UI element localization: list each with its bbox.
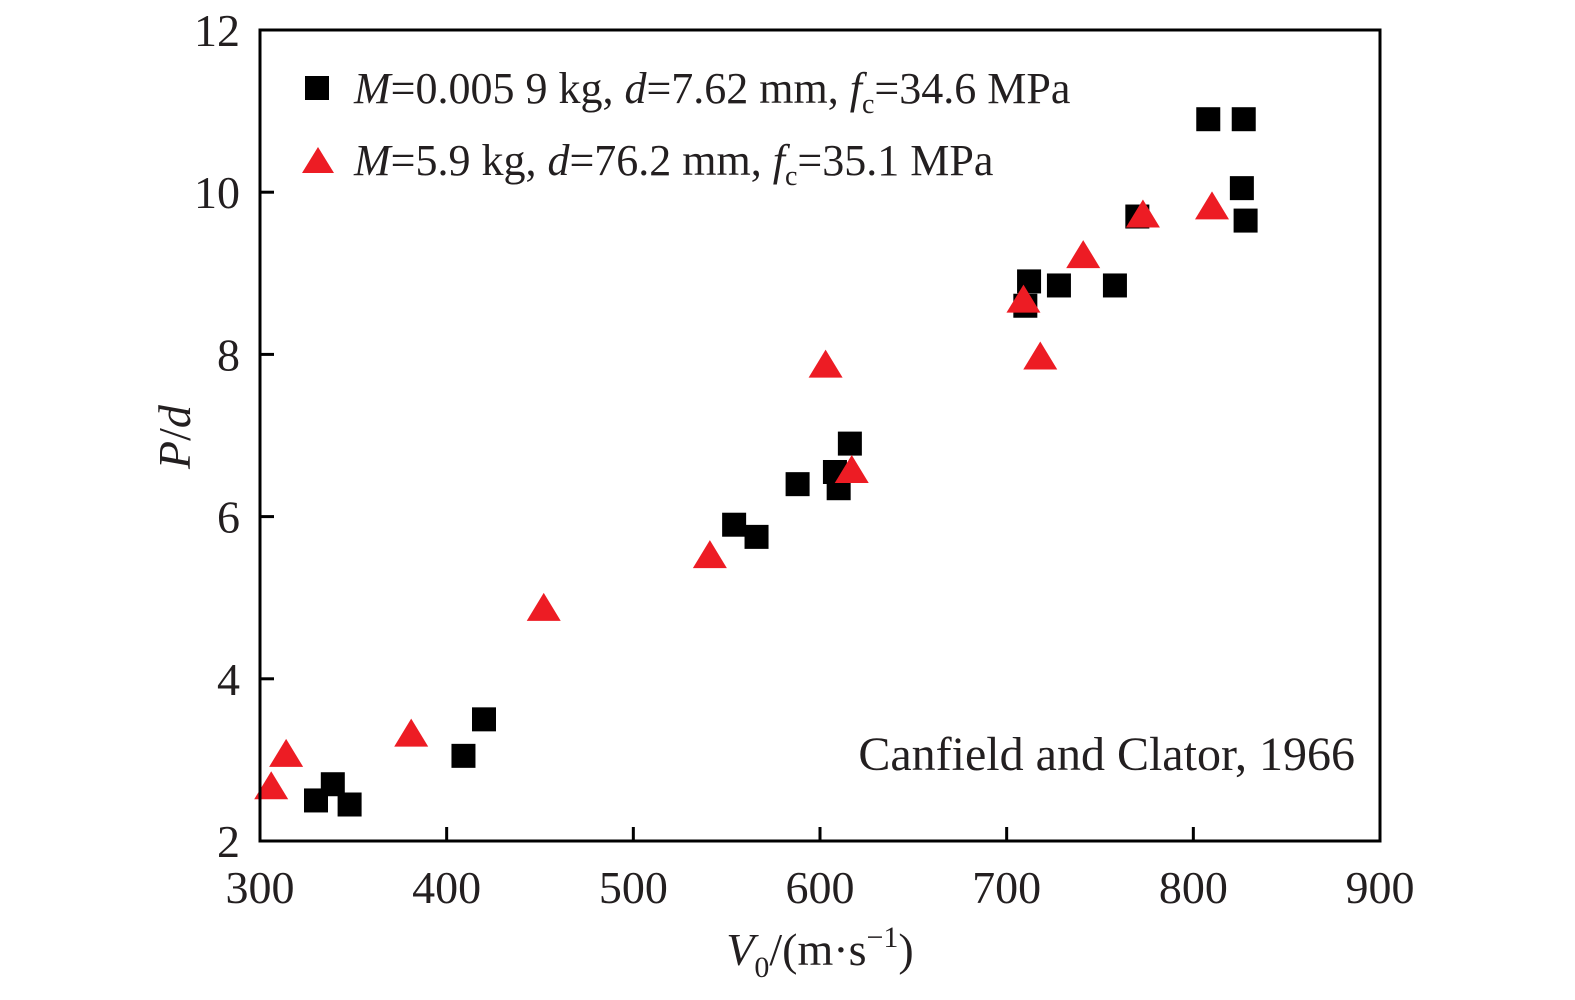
point-square [837,431,862,456]
point-square [451,743,476,768]
legend: M=0.005 9 kg, d=7.62 mm, fc=34.6 MPa M=5… [302,64,1070,192]
y-tick-label: 10 [194,167,240,218]
point-triangle [269,738,304,767]
y-tick-label: 2 [217,816,240,867]
point-triangle [1195,191,1229,220]
point-square [1231,107,1256,132]
y-axis-title: P/d [149,404,200,470]
y-tick-label: 12 [194,5,240,56]
point-triangle [1023,341,1058,370]
point-square [1046,273,1071,298]
y-tick-label: 6 [217,492,240,543]
legend-marker-triangle [302,147,334,173]
point-square [1196,107,1221,132]
x-tick-label: 500 [599,862,668,913]
point-square [722,512,747,537]
legend-entry-triangle: M=5.9 kg, d=76.2 mm, fc=35.1 MPa [353,136,993,192]
y-axis: 2 4 6 8 10 12 [194,5,274,867]
point-triangle [692,540,727,569]
y-tick-label: 4 [217,654,240,705]
legend-entry-square: M=0.005 9 kg, d=7.62 mm, fc=34.6 MPa [353,64,1070,120]
data-points [254,107,1258,817]
x-tick-label: 400 [412,862,481,913]
point-triangle [834,454,869,483]
point-triangle [394,718,429,747]
x-tick-label: 300 [226,862,295,913]
point-square [472,707,496,732]
legend-marker-square [305,76,329,100]
x-tick-label: 800 [1159,862,1228,913]
source-annotation: Canfield and Clator, 1966 [858,728,1355,781]
x-axis-title: V0/(m·s−1) [726,921,913,984]
point-square [744,524,769,549]
point-square [1233,208,1258,233]
x-tick-label: 600 [786,862,855,913]
x-axis: 300 400 500 600 700 800 900 [226,827,1415,913]
point-triangle [1066,240,1101,269]
point-square [1102,273,1127,298]
point-triangle [254,771,289,800]
point-triangle [808,349,843,378]
y-tick-label: 8 [217,329,240,380]
x-tick-label: 700 [972,862,1041,913]
x-tick-label: 900 [1346,862,1415,913]
point-square [785,472,810,497]
point-square [1229,176,1254,201]
point-triangle [1125,199,1160,228]
point-triangle [1006,284,1041,313]
point-square [337,792,362,817]
point-square [320,772,345,797]
point-triangle [526,592,561,621]
